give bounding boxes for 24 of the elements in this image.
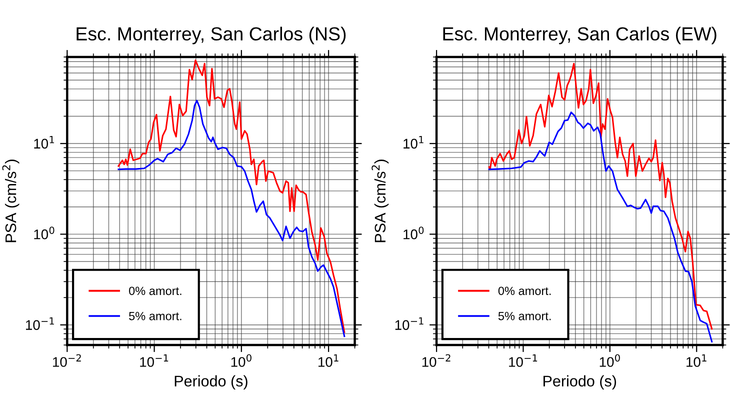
y-tick-label: 10$^{1}$ bbox=[404, 136, 424, 149]
legend-label: 0% amort. bbox=[129, 286, 182, 296]
chart-title: Esc. Monterrey, San Carlos (NS) bbox=[76, 26, 346, 44]
x-tick-label: 10$^{−1}$ bbox=[509, 354, 538, 367]
x-axis-title: Periodo (s) bbox=[544, 375, 616, 390]
x-tick-label: 10$^{−2}$ bbox=[422, 354, 450, 367]
x-tick-label: 10$^{−2}$ bbox=[53, 354, 81, 367]
y-tick-label: 10$^{−1}$ bbox=[395, 317, 424, 330]
x-tick-label: 10$^{0}$ bbox=[231, 354, 252, 367]
x-tick-label: 10$^{1}$ bbox=[686, 354, 706, 367]
x-tick-label: 10$^{−1}$ bbox=[140, 354, 168, 367]
chart-title: Esc. Monterrey, San Carlos (EW) bbox=[443, 26, 716, 44]
x-tick-label: 10$^{0}$ bbox=[600, 354, 620, 367]
y-tick-label: 10$^{1}$ bbox=[34, 136, 54, 149]
legend-label: 5% amort. bbox=[498, 312, 551, 320]
y-tick-label: 10$^{0}$ bbox=[404, 226, 424, 240]
y-axis-title: PSA (cm/s$^{2}$) bbox=[2, 160, 20, 242]
y-axis-title: PSA (cm/s$^{2}$) bbox=[372, 160, 389, 242]
y-tick-label: 10$^{0}$ bbox=[34, 226, 54, 240]
y-tick-label: 10$^{−1}$ bbox=[26, 317, 54, 330]
x-tick-label: 10$^{1}$ bbox=[318, 354, 338, 367]
x-axis-title: Periodo (s) bbox=[174, 375, 248, 390]
legend-label: 5% amort. bbox=[129, 312, 182, 320]
legend-label: 0% amort. bbox=[498, 286, 551, 296]
